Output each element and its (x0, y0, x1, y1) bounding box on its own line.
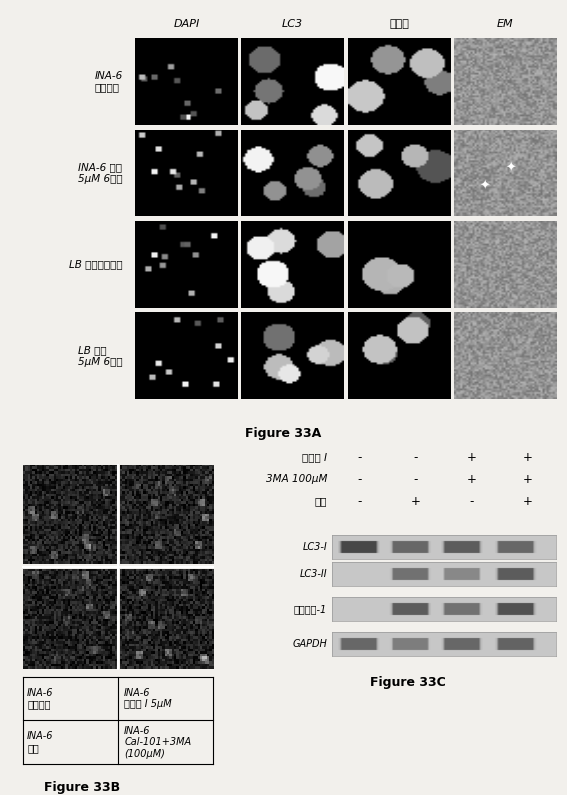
Text: -: - (413, 473, 418, 486)
Text: LC3-II: LC3-II (299, 569, 327, 579)
Text: INA-6 処理
5μM 6時間: INA-6 処理 5μM 6時間 (78, 162, 123, 184)
Text: LC3: LC3 (282, 19, 303, 29)
Text: -: - (358, 451, 362, 463)
Text: +: + (411, 495, 421, 508)
Text: -: - (358, 495, 362, 508)
Text: INA-6
処理なし: INA-6 処理なし (95, 71, 123, 92)
Text: Figure 33B: Figure 33B (44, 781, 120, 794)
Text: Figure 33C: Figure 33C (370, 676, 446, 688)
Text: -: - (413, 451, 418, 463)
Text: LC3-I: LC3-I (302, 542, 327, 552)
Text: 飢餓: 飢餓 (315, 497, 327, 506)
Text: INA-6
Cal-101+3MA
(100μM): INA-6 Cal-101+3MA (100μM) (124, 726, 191, 758)
Text: -: - (469, 495, 474, 508)
Text: +: + (523, 473, 532, 486)
Text: DAPI: DAPI (174, 19, 200, 29)
Text: INA-6
処理なし: INA-6 処理なし (27, 688, 54, 709)
Text: +: + (523, 451, 532, 463)
Text: LB 処理
5μM 6時間: LB 処理 5μM 6時間 (78, 345, 123, 366)
Text: ✦: ✦ (505, 162, 516, 175)
Text: EM: EM (497, 19, 514, 29)
Text: 3MA 100μM: 3MA 100μM (266, 475, 327, 484)
Text: ベクリン-1: ベクリン-1 (294, 604, 327, 614)
Text: 化合物 I: 化合物 I (302, 452, 327, 462)
Text: ✦: ✦ (480, 180, 490, 192)
Text: +: + (523, 495, 532, 508)
Text: +: + (467, 473, 477, 486)
Text: INA-6
化合物 I 5μM: INA-6 化合物 I 5μM (124, 688, 172, 709)
Text: LB コントロール: LB コントロール (69, 259, 123, 270)
Text: INA-6
飢餓: INA-6 飢餓 (27, 731, 54, 753)
Text: GAPDH: GAPDH (292, 639, 327, 649)
Text: +: + (467, 451, 477, 463)
Text: マージ: マージ (389, 19, 409, 29)
Text: Figure 33A: Figure 33A (246, 427, 321, 440)
Text: -: - (358, 473, 362, 486)
